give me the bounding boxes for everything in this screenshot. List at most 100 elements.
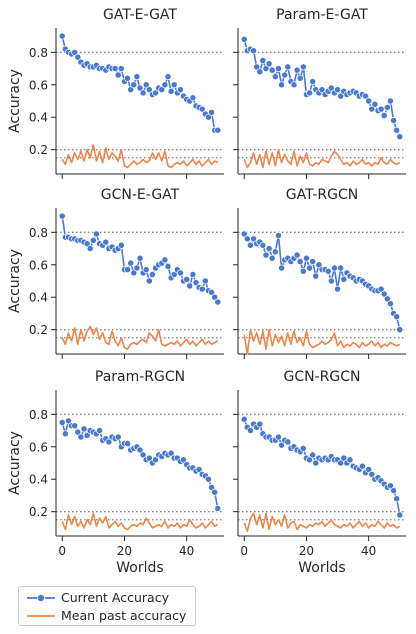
data-point bbox=[176, 86, 184, 94]
data-point bbox=[365, 466, 373, 473]
panel-2: Param-E-GAT bbox=[233, 7, 406, 179]
data-point bbox=[330, 264, 338, 272]
data-point bbox=[284, 438, 292, 446]
data-point bbox=[302, 254, 310, 262]
legend-swatch-current bbox=[27, 594, 55, 602]
data-point bbox=[127, 86, 135, 94]
data-point bbox=[358, 462, 366, 470]
data-point bbox=[278, 264, 286, 272]
data-point bbox=[246, 427, 254, 435]
data-point bbox=[318, 86, 326, 94]
data-point bbox=[214, 504, 222, 512]
data-point bbox=[145, 277, 153, 285]
data-point bbox=[253, 63, 261, 71]
data-point bbox=[396, 326, 404, 334]
data-point bbox=[274, 232, 282, 240]
data-point bbox=[158, 86, 166, 94]
x-axis-label: Worlds bbox=[298, 560, 345, 576]
panel-5: Param-RGCN 0.2 0.4 0.6 0.8 0 20 40 Accuracy World… bbox=[7, 369, 224, 576]
data-point bbox=[189, 271, 197, 278]
data-point bbox=[61, 430, 69, 438]
y-tick-label: 0.8 bbox=[29, 226, 48, 240]
panel-title: GCN-RGCN bbox=[284, 369, 361, 385]
data-point bbox=[77, 433, 85, 441]
data-point bbox=[192, 279, 200, 287]
data-point bbox=[124, 266, 132, 274]
data-point bbox=[312, 459, 320, 467]
data-point bbox=[83, 431, 91, 439]
data-point bbox=[262, 65, 270, 73]
y-tick-label: 0.6 bbox=[29, 258, 48, 272]
chart-legend: Current Accuracy Mean past accuracy bbox=[18, 586, 196, 626]
data-point bbox=[299, 267, 307, 275]
data-point bbox=[284, 63, 292, 71]
data-point bbox=[58, 418, 66, 426]
data-point bbox=[371, 100, 379, 108]
data-point bbox=[259, 241, 267, 249]
data-point bbox=[167, 87, 175, 95]
y-tick-label: 0.4 bbox=[29, 111, 48, 125]
data-point bbox=[130, 269, 138, 277]
series-mean-past-accuracy bbox=[243, 328, 401, 355]
data-point bbox=[309, 258, 317, 265]
data-point bbox=[152, 89, 160, 97]
y-tick-label: 0.2 bbox=[29, 323, 48, 337]
y-tick-label: 0.4 bbox=[29, 473, 48, 487]
data-point bbox=[390, 117, 398, 124]
data-point bbox=[148, 271, 156, 278]
data-point bbox=[259, 56, 267, 64]
data-point bbox=[306, 89, 314, 97]
data-point bbox=[74, 53, 82, 61]
data-point bbox=[377, 285, 385, 293]
data-point bbox=[102, 238, 110, 246]
data-point bbox=[315, 261, 323, 269]
series-mean-past-accuracy bbox=[61, 144, 219, 169]
y-tick-label: 0.6 bbox=[29, 78, 48, 92]
series-mean-past-accuracy bbox=[61, 512, 219, 531]
data-point bbox=[127, 259, 135, 267]
data-point bbox=[362, 92, 370, 100]
data-point bbox=[211, 293, 219, 301]
data-point bbox=[204, 475, 212, 483]
data-point bbox=[195, 466, 203, 473]
data-point bbox=[124, 74, 132, 82]
data-point bbox=[278, 81, 286, 89]
x-tick-label: 20 bbox=[117, 544, 132, 558]
legend-swatch-mean bbox=[27, 615, 55, 617]
data-point bbox=[327, 84, 335, 92]
data-point bbox=[265, 245, 273, 253]
data-point bbox=[309, 451, 317, 459]
data-point bbox=[214, 298, 222, 306]
data-point bbox=[136, 84, 144, 92]
data-point bbox=[161, 256, 169, 264]
data-point bbox=[386, 300, 394, 308]
x-tick-label: 0 bbox=[240, 544, 248, 558]
data-point bbox=[180, 456, 188, 464]
data-point bbox=[296, 258, 304, 265]
panel-title: GAT-RGCN bbox=[286, 187, 358, 203]
data-point bbox=[312, 272, 320, 280]
data-point bbox=[293, 251, 301, 259]
data-point bbox=[136, 254, 144, 262]
y-tick-label: 0.6 bbox=[29, 440, 48, 454]
data-point bbox=[346, 456, 354, 464]
data-point bbox=[240, 230, 248, 238]
data-point bbox=[117, 241, 125, 249]
x-axis-label: Worlds bbox=[116, 560, 163, 576]
data-point bbox=[334, 285, 342, 293]
data-point bbox=[142, 81, 150, 89]
data-point bbox=[208, 288, 216, 296]
data-point bbox=[256, 420, 264, 428]
data-point bbox=[74, 428, 82, 436]
panel-title: Param-E-GAT bbox=[276, 7, 368, 23]
data-point bbox=[142, 266, 150, 274]
data-point bbox=[281, 71, 289, 79]
data-point bbox=[133, 73, 141, 81]
data-point bbox=[145, 454, 153, 462]
data-point bbox=[114, 433, 122, 441]
data-point bbox=[268, 254, 276, 262]
data-point bbox=[271, 248, 279, 256]
data-point bbox=[139, 89, 147, 97]
data-point bbox=[214, 126, 222, 134]
